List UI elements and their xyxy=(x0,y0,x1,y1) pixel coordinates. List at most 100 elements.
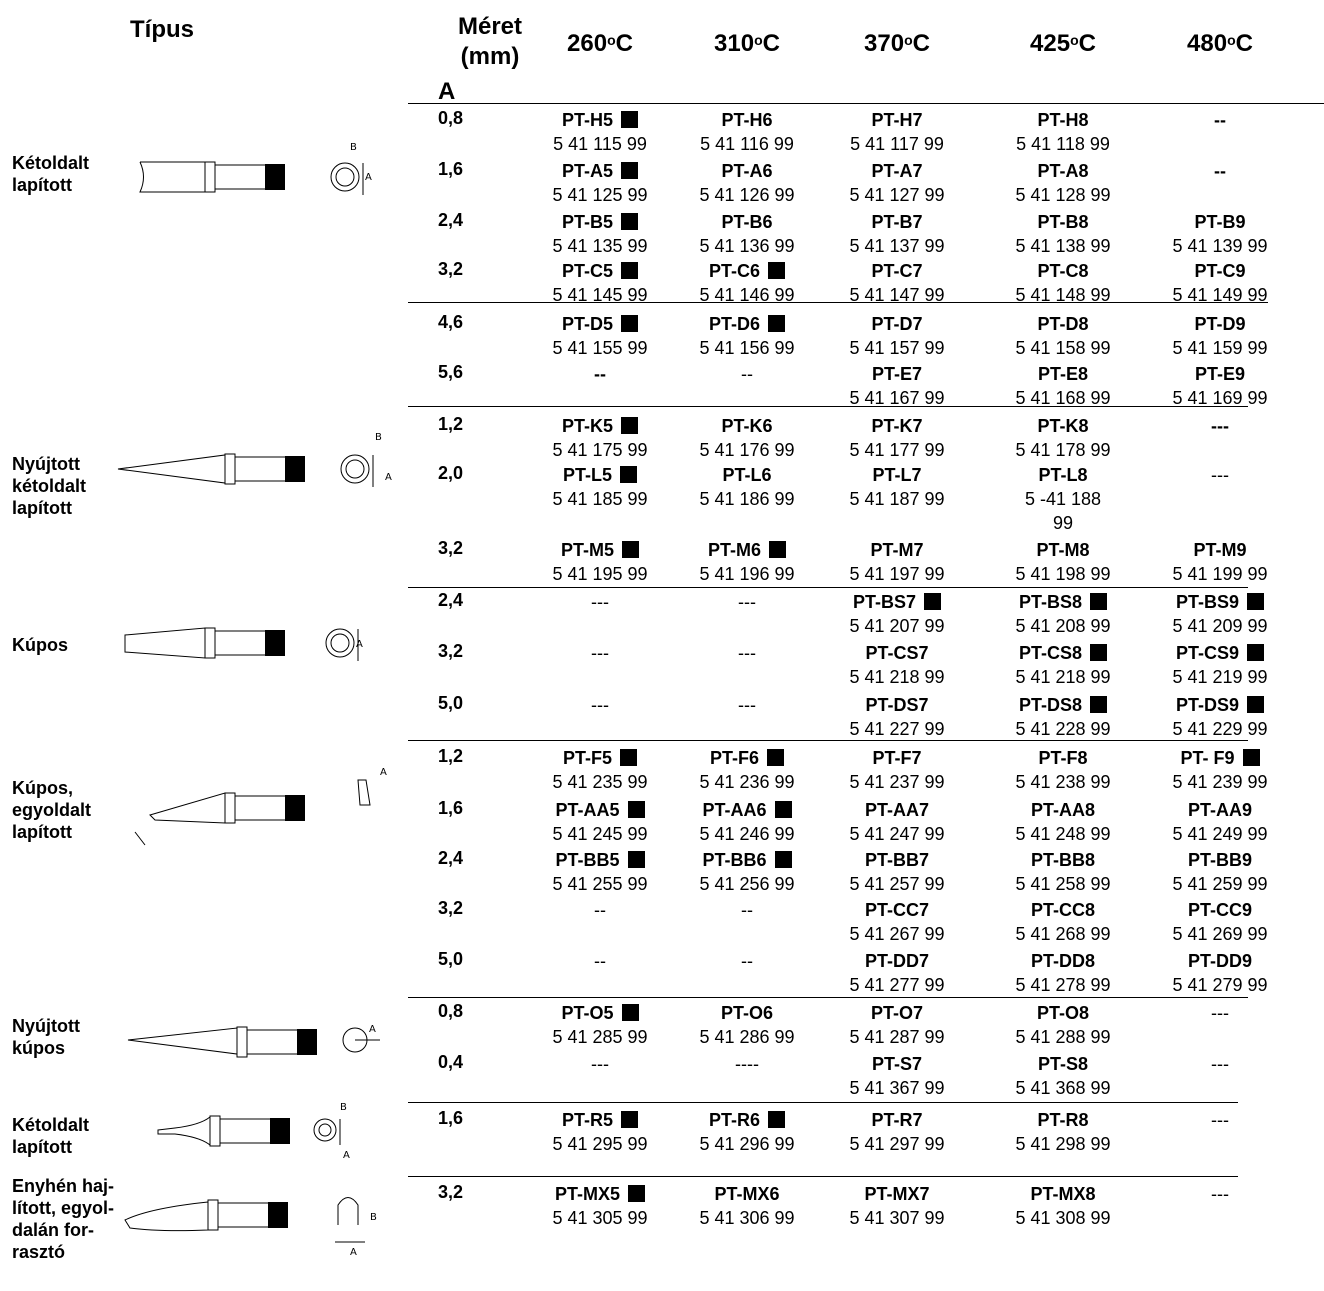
not-available: --- xyxy=(591,643,609,663)
product-code: PT-M5 xyxy=(525,538,675,562)
product-code-text: PT-AA8 xyxy=(1030,800,1095,820)
product-code: PT-AA6 xyxy=(672,798,822,822)
product-code-text: PT-D6 xyxy=(708,314,760,334)
order-number: 5 41 155 99 xyxy=(552,338,648,358)
product-code: PT-F8 xyxy=(988,746,1138,770)
order-number: 5 41 156 99 xyxy=(699,338,795,358)
degree-mark: o xyxy=(607,32,616,48)
order-number: 5 41 209 99 xyxy=(1172,616,1268,636)
table-row: 1,6 PT-AA5 5 41 245 99 PT-AA6 5 41 246 99 PT-… xyxy=(0,798,1324,846)
product-code-text: PT-H8 xyxy=(1037,110,1089,130)
not-available: -- xyxy=(741,900,753,920)
order-number: 5 41 296 99 xyxy=(699,1134,795,1154)
product-code-text: PT-B8 xyxy=(1037,212,1089,232)
product-code-text: PT-CS9 xyxy=(1175,643,1240,663)
stock-marker-icon xyxy=(620,466,637,483)
group-label-line: kúpos xyxy=(12,1038,66,1058)
product-code-text: PT-MX7 xyxy=(864,1184,930,1204)
product-code-text: PT-C6 xyxy=(708,261,760,281)
stock-marker-icon xyxy=(1247,696,1265,713)
product-code: PT-BB8 xyxy=(988,848,1138,872)
stock-marker-icon xyxy=(621,262,638,279)
order-number: 5 41 218 99 xyxy=(1015,667,1111,687)
order-number: 5 41 135 99 xyxy=(552,236,648,256)
product-cell: --- xyxy=(1145,1052,1295,1076)
product-code: PT-C9 xyxy=(1145,259,1295,283)
table-row: 3,2 -- -- PT-CC7 5 41 267 99 PT-CC8 5 41 268 9… xyxy=(0,898,1324,946)
product-code: PT-K5 xyxy=(525,414,675,438)
long-conical-tip-drawing: A xyxy=(127,1024,380,1058)
conical-bevel-tip-drawing: A xyxy=(134,767,387,846)
product-cell: PT-CS8 5 41 218 99 xyxy=(988,641,1138,689)
product-cell: PT-AA9 5 41 249 99 xyxy=(1145,798,1295,846)
header-temp-425: 425oC xyxy=(988,30,1138,58)
product-cell: PT-D9 5 41 159 99 xyxy=(1145,312,1295,360)
not-available: -- xyxy=(594,900,606,920)
product-code: PT-R8 xyxy=(988,1108,1138,1132)
product-code: PT-E7 xyxy=(822,362,972,386)
group-label-line: Enyhén haj- xyxy=(12,1176,115,1196)
table-row: 1,6 PT-R5 5 41 295 99 PT-R6 5 41 296 99 PT-R7… xyxy=(0,1108,1324,1156)
product-cell: -- xyxy=(525,362,675,386)
product-cell: ---- xyxy=(672,1052,822,1076)
product-code-text: PT-CS8 xyxy=(1018,643,1083,663)
size-cell: 2,4 xyxy=(438,210,464,230)
order-number: 5 41 127 99 xyxy=(849,185,945,205)
svg-text:B: B xyxy=(340,1102,347,1113)
product-code: PT-K8 xyxy=(988,414,1138,438)
product-code: PT-DD9 xyxy=(1145,949,1295,973)
stock-marker-icon xyxy=(1090,696,1108,713)
product-cell: PT-A6 5 41 126 99 xyxy=(672,159,822,207)
stock-marker-icon xyxy=(1090,593,1108,610)
product-code-text: PT-B9 xyxy=(1194,212,1246,232)
product-code-text: PT-AA5 xyxy=(555,800,620,820)
product-code: PT-C6 xyxy=(672,259,822,283)
stock-marker-icon xyxy=(767,749,784,766)
product-cell: --- xyxy=(1145,1182,1295,1206)
product-code: PT-A8 xyxy=(988,159,1138,183)
product-code-text: PT-M8 xyxy=(1036,540,1090,560)
product-code-text: PT-C7 xyxy=(871,261,923,281)
product-code: PT-B6 xyxy=(672,210,822,234)
product-cell: PT-BB5 5 41 255 99 xyxy=(525,848,675,896)
product-code: PT-L5 xyxy=(525,463,675,487)
product-cell: PT-M6 5 41 196 99 xyxy=(672,538,822,586)
stock-marker-icon xyxy=(768,262,785,279)
product-code-text: PT-E8 xyxy=(1037,364,1089,384)
product-cell: PT-M8 5 41 198 99 xyxy=(988,538,1138,586)
svg-text:B: B xyxy=(350,142,357,153)
size-cell: 2,0 xyxy=(438,463,464,483)
table-row: 3,2 PT-C5 5 41 145 99 PT-C6 5 41 146 99 PT-C7… xyxy=(0,259,1324,307)
not-available: -- xyxy=(741,951,753,971)
table-row: 1,2 PT-K5 5 41 175 99 PT-K6 5 41 176 99 PT-K7… xyxy=(0,414,1324,462)
order-number: 5 41 126 99 xyxy=(699,185,795,205)
product-code-text: PT-L7 xyxy=(872,465,922,485)
not-available: --- xyxy=(591,1054,609,1074)
not-available: -- xyxy=(594,951,606,971)
order-number: 5 41 245 99 xyxy=(552,824,648,844)
group-label-line: lapított xyxy=(12,175,72,195)
product-code-text: PT-L6 xyxy=(722,465,772,485)
size-cell: 0,4 xyxy=(438,1052,464,1072)
row-divider xyxy=(408,302,1268,303)
degree-mark: o xyxy=(1227,32,1236,48)
product-cell: PT-M7 5 41 197 99 xyxy=(822,538,972,586)
order-number: 5 41 145 99 xyxy=(552,285,648,305)
product-code: PT-K7 xyxy=(822,414,972,438)
order-number: 5 41 198 99 xyxy=(1015,564,1111,584)
order-number: 5 41 158 99 xyxy=(1015,338,1111,358)
group-label-line: Kúpos xyxy=(12,635,68,655)
stock-marker-icon xyxy=(627,851,645,868)
group-label-line: Nyújtott xyxy=(12,1016,80,1036)
order-number: 5 41 257 99 xyxy=(849,874,945,894)
product-code: PT-H7 xyxy=(822,108,972,132)
order-number: 5 41 269 99 xyxy=(1172,924,1268,944)
order-number: 5 41 199 99 xyxy=(1172,564,1268,584)
group-label-line: lapított xyxy=(12,498,72,518)
header-temp-value: 480 xyxy=(1187,30,1228,57)
product-code-text: PT-F6 xyxy=(709,748,759,768)
order-number: 5 41 117 99 xyxy=(850,134,944,154)
product-cell: PT-B7 5 41 137 99 xyxy=(822,210,972,258)
product-code: PT-D5 xyxy=(525,312,675,336)
product-code: PT-S7 xyxy=(822,1052,972,1076)
